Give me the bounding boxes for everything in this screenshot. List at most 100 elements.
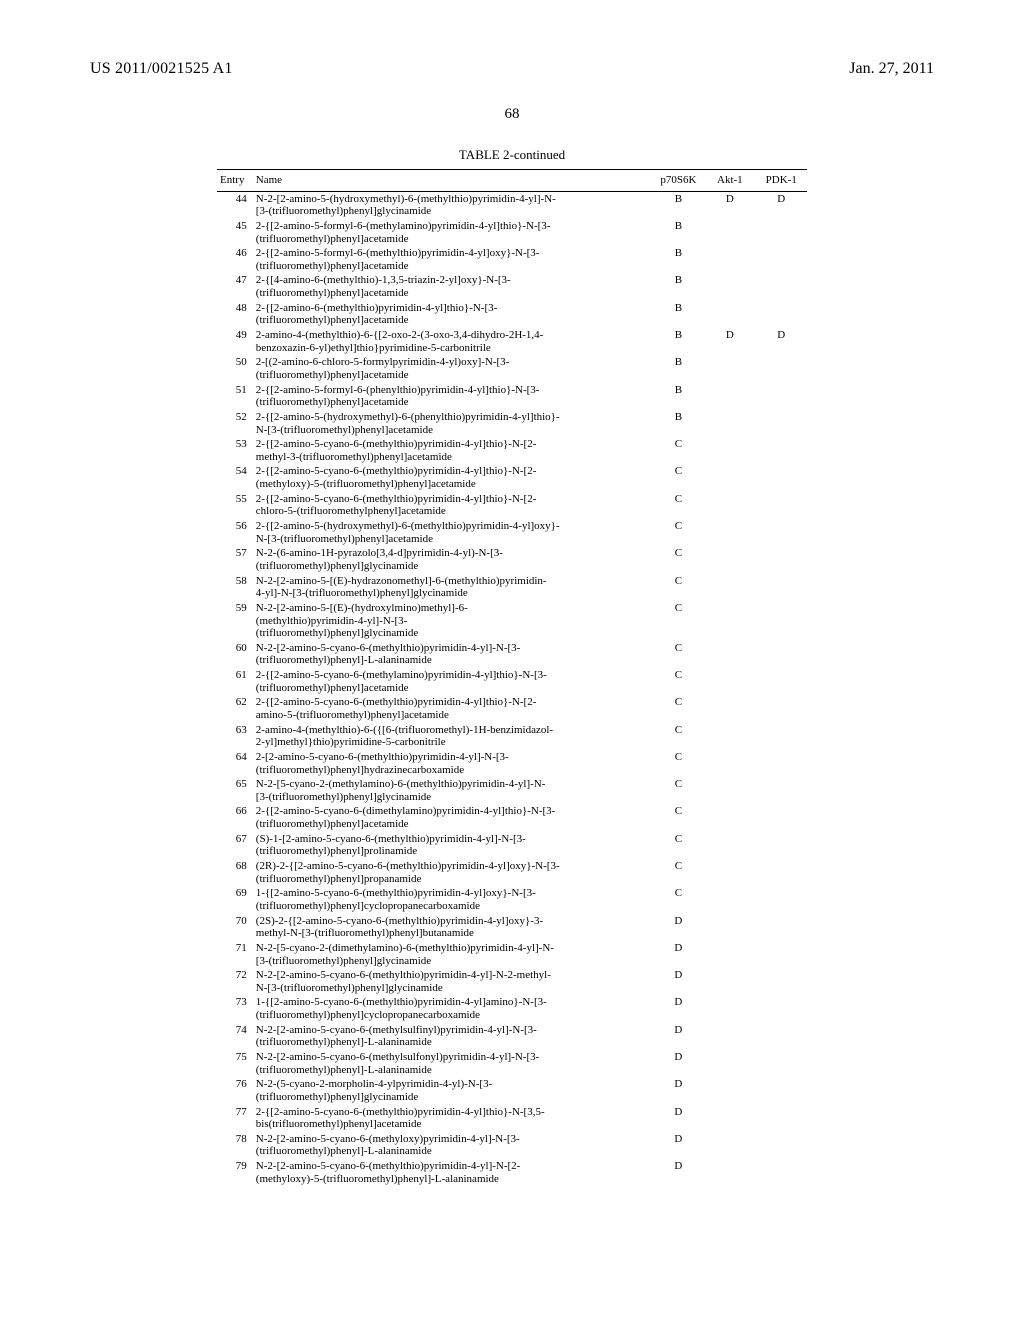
akt1-cell <box>704 410 755 437</box>
name-line: (methylthio)pyrimidin-4-yl]-N-[3- <box>256 615 650 628</box>
table-row: 662-{[2-amino-5-cyano-6-(dimethylamino)p… <box>217 804 807 831</box>
name-line: N-2-[2-amino-5-cyano-6-(methyloxy)pyrimi… <box>256 1133 650 1146</box>
p70s6k-cell: D <box>653 914 705 941</box>
name-line: (trifluoromethyl)phenyl]-L-alaninamide <box>256 654 650 667</box>
name-cell: N-2-[2-amino-5-cyano-6-(methyloxy)pyrimi… <box>253 1132 653 1159</box>
name-cell: 2-[(2-amino-6-chloro-5-formylpyrimidin-4… <box>253 355 653 382</box>
entry-cell: 61 <box>217 668 253 695</box>
akt1-cell <box>704 301 755 328</box>
pdk1-cell <box>756 777 808 804</box>
p70s6k-cell: D <box>653 1077 705 1104</box>
pdk1-cell <box>756 601 808 641</box>
name-line: bis(trifluoromethyl)phenyl]acetamide <box>256 1118 650 1131</box>
pdk1-cell <box>756 695 808 722</box>
table-row: 542-{[2-amino-5-cyano-6-(methylthio)pyri… <box>217 464 807 491</box>
p70s6k-cell: C <box>653 886 705 913</box>
entry-cell: 57 <box>217 546 253 573</box>
name-cell: N-2-[2-amino-5-cyano-6-(methylsulfonyl)p… <box>253 1050 653 1077</box>
entry-cell: 64 <box>217 750 253 777</box>
pdk1-cell <box>756 832 808 859</box>
name-line: N-[3-(trifluoromethyl)phenyl]acetamide <box>256 424 650 437</box>
name-cell: 2-{[2-amino-5-formyl-6-(phenylthio)pyrim… <box>253 383 653 410</box>
akt1-cell <box>704 437 755 464</box>
table-row: 58N-2-[2-amino-5-[(E)-hydrazonomethyl]-6… <box>217 574 807 601</box>
entry-cell: 69 <box>217 886 253 913</box>
p70s6k-cell: C <box>653 668 705 695</box>
entry-cell: 60 <box>217 641 253 668</box>
table-row: 72N-2-[2-amino-5-cyano-6-(methylthio)pyr… <box>217 968 807 995</box>
pdk1-cell <box>756 750 808 777</box>
name-line: 2-{[2-amino-5-cyano-6-(methylthio)pyrimi… <box>256 696 650 709</box>
name-line: (trifluoromethyl)phenyl]prolinamide <box>256 845 650 858</box>
entry-cell: 54 <box>217 464 253 491</box>
page-header: US 2011/0021525 A1 Jan. 27, 2011 <box>90 60 934 78</box>
name-line: (trifluoromethyl)phenyl]acetamide <box>256 260 650 273</box>
name-line: 2-{[2-amino-5-cyano-6-(methylthio)pyrimi… <box>256 438 650 451</box>
name-line: (trifluoromethyl)phenyl]-L-alaninamide <box>256 1145 650 1158</box>
pdk1-cell <box>756 464 808 491</box>
table-row: 76N-2-(5-cyano-2-morpholin-4-ylpyrimidin… <box>217 1077 807 1104</box>
akt1-cell <box>704 886 755 913</box>
name-line: (trifluoromethyl)phenyl]cyclopropanecarb… <box>256 1009 650 1022</box>
entry-cell: 78 <box>217 1132 253 1159</box>
p70s6k-cell: D <box>653 1159 705 1186</box>
p70s6k-cell: C <box>653 859 705 886</box>
name-cell: N-2-(5-cyano-2-morpholin-4-ylpyrimidin-4… <box>253 1077 653 1104</box>
name-line: N-2-[2-amino-5-cyano-6-(methylsulfinyl)p… <box>256 1024 650 1037</box>
entry-cell: 55 <box>217 492 253 519</box>
akt1-cell <box>704 723 755 750</box>
pdk1-cell <box>756 859 808 886</box>
table-row: 731-{[2-amino-5-cyano-6-(methylthio)pyri… <box>217 995 807 1022</box>
akt1-cell <box>704 804 755 831</box>
entry-cell: 45 <box>217 219 253 246</box>
col-akt1: Akt-1 <box>704 170 755 192</box>
pdk1-cell <box>756 1023 808 1050</box>
akt1-cell <box>704 968 755 995</box>
entry-cell: 77 <box>217 1105 253 1132</box>
name-line: N-2-(5-cyano-2-morpholin-4-ylpyrimidin-4… <box>256 1078 650 1091</box>
p70s6k-cell: D <box>653 1050 705 1077</box>
name-line: 2-{[2-amino-5-formyl-6-(phenylthio)pyrim… <box>256 384 650 397</box>
name-line: N-2-[2-amino-5-(hydroxymethyl)-6-(methyl… <box>256 193 650 206</box>
pdk1-cell <box>756 301 808 328</box>
name-line: (trifluoromethyl)phenyl]glycinamide <box>256 627 650 640</box>
table-row: 632-amino-4-(methylthio)-6-({[6-(trifluo… <box>217 723 807 750</box>
akt1-cell <box>704 464 755 491</box>
name-cell: N-2-[2-amino-5-[(E)-(hydroxylmino)methyl… <box>253 601 653 641</box>
name-line: (trifluoromethyl)phenyl]-L-alaninamide <box>256 1036 650 1049</box>
name-cell: 2-[2-amino-5-cyano-6-(methylthio)pyrimid… <box>253 750 653 777</box>
name-line: benzoxazin-6-yl)ethyl]thio}pyrimidine-5-… <box>256 342 650 355</box>
name-cell: N-2-[5-cyano-2-(dimethylamino)-6-(methyl… <box>253 941 653 968</box>
pdk1-cell <box>756 1050 808 1077</box>
table-row: 462-{[2-amino-5-formyl-6-(methylthio)pyr… <box>217 246 807 273</box>
table-row: 59N-2-[2-amino-5-[(E)-(hydroxylmino)meth… <box>217 601 807 641</box>
akt1-cell <box>704 574 755 601</box>
entry-cell: 72 <box>217 968 253 995</box>
name-line: N-[3-(trifluoromethyl)phenyl]glycinamide <box>256 982 650 995</box>
p70s6k-cell: D <box>653 1023 705 1050</box>
data-table-wrap: Entry Name p70S6K Akt-1 PDK-1 44N-2-[2-a… <box>217 169 807 1186</box>
name-cell: N-2-[2-amino-5-(hydroxymethyl)-6-(methyl… <box>253 191 653 219</box>
entry-cell: 79 <box>217 1159 253 1186</box>
name-cell: 2-{[2-amino-5-formyl-6-(methylamino)pyri… <box>253 219 653 246</box>
name-line: (trifluoromethyl)phenyl]acetamide <box>256 314 650 327</box>
entry-cell: 65 <box>217 777 253 804</box>
table-row: 75N-2-[2-amino-5-cyano-6-(methylsulfonyl… <box>217 1050 807 1077</box>
name-line: (2R)-2-{[2-amino-5-cyano-6-(methylthio)p… <box>256 860 650 873</box>
name-line: 1-{[2-amino-5-cyano-6-(methylthio)pyrimi… <box>256 887 650 900</box>
entry-cell: 73 <box>217 995 253 1022</box>
name-line: N-2-[5-cyano-2-(methylamino)-6-(methylth… <box>256 778 650 791</box>
name-line: (trifluoromethyl)phenyl]acetamide <box>256 818 650 831</box>
name-cell: 2-{[2-amino-5-cyano-6-(methylthio)pyrimi… <box>253 1105 653 1132</box>
akt1-cell <box>704 546 755 573</box>
pdk1-cell <box>756 1159 808 1186</box>
entry-cell: 59 <box>217 601 253 641</box>
name-cell: 2-{[2-amino-5-formyl-6-(methylthio)pyrim… <box>253 246 653 273</box>
name-line: (trifluoromethyl)phenyl]acetamide <box>256 233 650 246</box>
p70s6k-cell: D <box>653 941 705 968</box>
name-cell: 2-amino-4-(methylthio)-6-{[2-oxo-2-(3-ox… <box>253 328 653 355</box>
p70s6k-cell: B <box>653 273 705 300</box>
pdk1-cell <box>756 1105 808 1132</box>
table-row: 502-[(2-amino-6-chloro-5-formylpyrimidin… <box>217 355 807 382</box>
p70s6k-cell: C <box>653 750 705 777</box>
